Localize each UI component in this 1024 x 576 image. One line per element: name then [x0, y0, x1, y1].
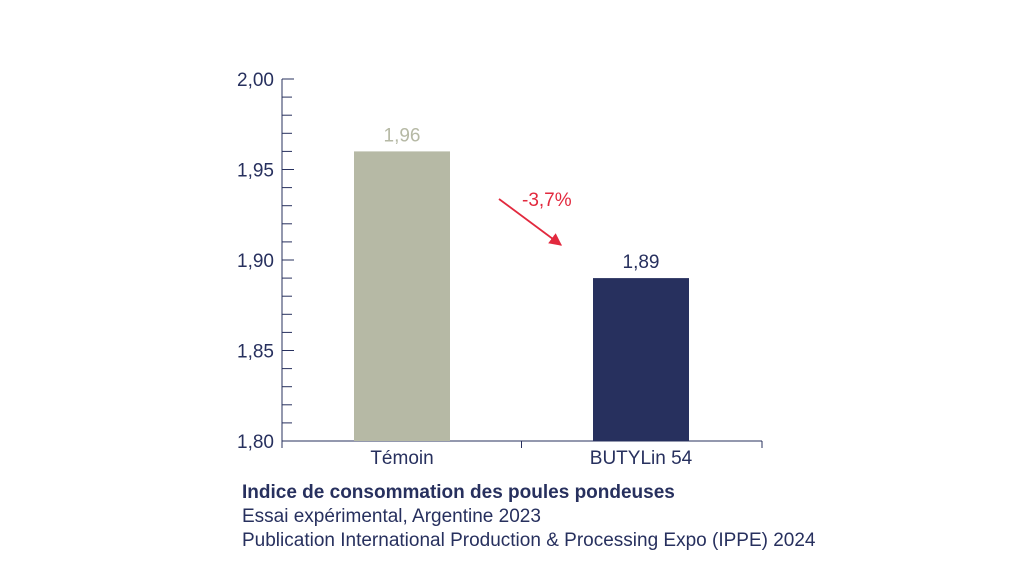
- reduction-arrow: [498, 198, 563, 246]
- y-tick-label: 1,90: [237, 251, 274, 272]
- y-tick-label: 1,85: [237, 342, 274, 363]
- y-tick-label: 1,95: [237, 161, 274, 182]
- bar-butylin-54: [593, 278, 689, 441]
- chart-caption: Indice de consommation des poules pondeu…: [242, 481, 816, 553]
- chart-subtitle-line-2: Publication International Production & P…: [242, 530, 816, 551]
- x-category-label: BUTYLin 54: [590, 448, 693, 469]
- y-tick-label: 1,80: [237, 432, 274, 453]
- y-tick-label: 2,00: [237, 70, 274, 91]
- chart-subtitle-line-1: Essai expérimental, Argentine 2023: [242, 506, 541, 527]
- x-category-label: Témoin: [370, 448, 433, 469]
- bar-value-label: 1,89: [623, 252, 660, 273]
- reduction-annotation: -3,7%: [522, 190, 572, 211]
- bar-temoin: [354, 151, 450, 441]
- chart-title: Indice de consommation des poules pondeu…: [242, 482, 675, 503]
- bar-value-label: 1,96: [384, 125, 421, 146]
